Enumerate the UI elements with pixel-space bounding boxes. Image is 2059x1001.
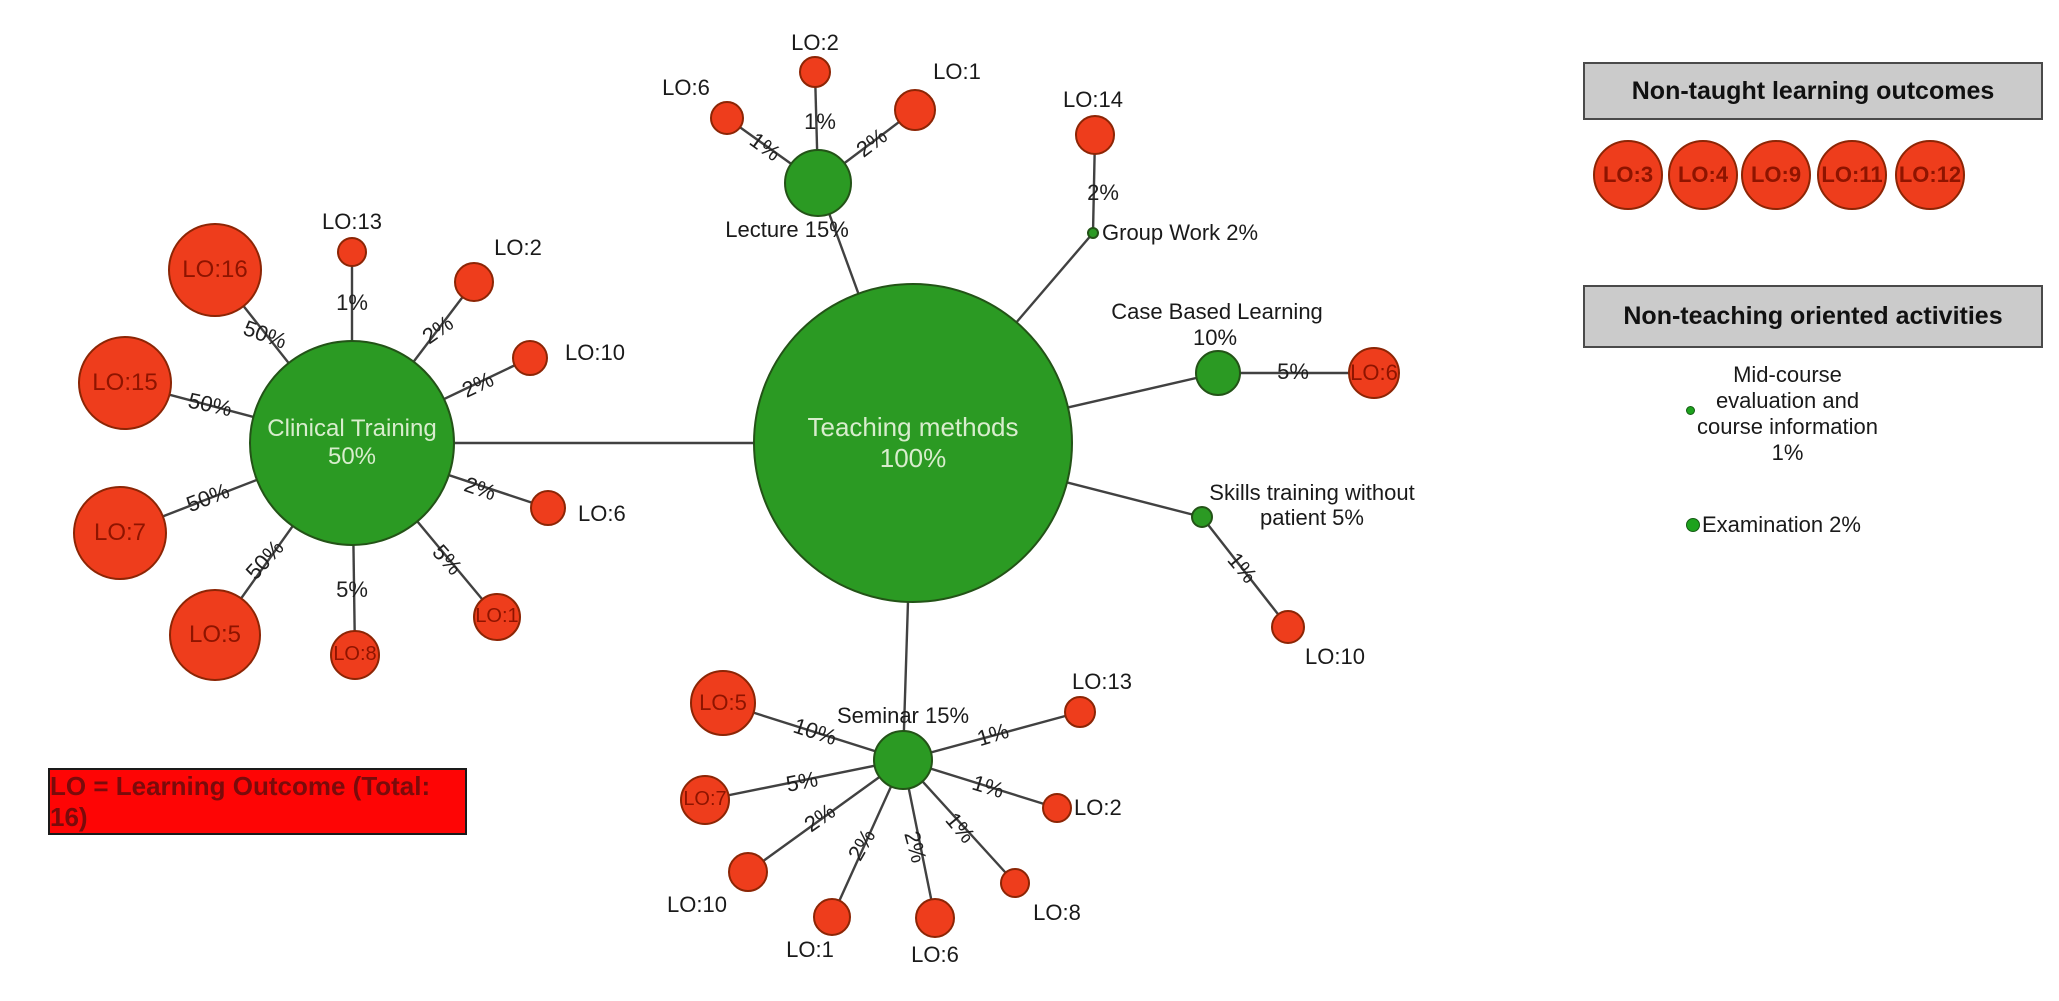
node-teaching: Teaching methods 100% — [753, 283, 1073, 603]
node-label-lo-2: LO:2 — [494, 235, 542, 260]
node-label-lo-6: LO:6 — [911, 942, 959, 967]
node-cli_lo7-text: LO:7 — [93, 518, 147, 546]
node-label-patient-5-: patient 5% — [1260, 505, 1364, 530]
node-cli_lo8-text: LO:8 — [333, 643, 377, 666]
node-sem_lo7-text: LO:7 — [683, 788, 727, 811]
edge-seminar-sem_lo10 — [747, 759, 904, 873]
node-skills — [1191, 506, 1213, 528]
edge-weight-groupwork-gw_lo14: 2% — [1087, 180, 1119, 205]
node-label-lo-6: LO:6 — [662, 75, 710, 100]
node-clinical: Clinical Training 50% — [249, 340, 455, 546]
node-seminar — [873, 730, 933, 790]
midcourse-line-2: evaluation and — [1715, 388, 1860, 413]
node-label-lo-1: LO:1 — [933, 59, 981, 84]
midcourse-dot — [1686, 406, 1695, 415]
node-lecture — [784, 149, 852, 217]
node-label-lo-2: LO:2 — [791, 30, 839, 55]
node-cbl_lo6: LO:6 — [1348, 347, 1400, 399]
node-sem_lo5: LO:5 — [690, 670, 756, 736]
node-label-lo-10: LO:10 — [667, 892, 727, 917]
edge-weight-cbl-cbl_lo6: 5% — [1277, 359, 1309, 384]
node-clinical-text: Clinical Training 50% — [267, 414, 437, 470]
node-sem_lo8 — [1000, 868, 1030, 898]
node-label-seminar-15-: Seminar 15% — [836, 703, 970, 728]
node-label-lo-8: LO:8 — [1033, 900, 1081, 925]
node-cbl — [1195, 350, 1241, 396]
midcourse-line-1: Mid-course — [1733, 362, 1842, 387]
node-cli_lo2 — [454, 262, 494, 302]
node-lec_lo6 — [710, 101, 744, 135]
node-sem_lo1 — [813, 898, 851, 936]
node-label-lo-10: LO:10 — [565, 340, 625, 365]
node-cli_lo16: LO:16 — [168, 223, 262, 317]
edge-weight-lecture-lec_lo2: 1% — [804, 109, 836, 134]
node-label-lo-6: LO:6 — [578, 501, 626, 526]
node-cli_lo16-text: LO:16 — [182, 255, 248, 283]
node-label-lo-2: LO:2 — [1074, 795, 1122, 820]
legend-header-non-teaching: Non-teaching oriented activities — [1583, 285, 2043, 348]
edge-seminar-sem_lo13 — [902, 710, 1081, 762]
node-lec_lo2 — [799, 56, 831, 88]
node-label-lo-10: LO:10 — [1305, 644, 1365, 669]
edge-weight-clinical-cli_lo13: 1% — [336, 290, 368, 315]
node-cli_lo5-text: LO:5 — [188, 620, 242, 648]
node-cli_lo15-text: LO:15 — [92, 368, 158, 396]
node-sem_lo13 — [1064, 696, 1096, 728]
node-cli_lo1: LO:1 — [473, 593, 521, 641]
node-sem_lo2 — [1042, 793, 1072, 823]
edge-skills-skl_lo10 — [1201, 516, 1289, 628]
edge-weight-clinical-cli_lo8: 5% — [336, 577, 368, 602]
node-cli_lo5: LO:5 — [169, 589, 261, 681]
legend-outcome-lo12: LO:12 — [1895, 140, 1965, 210]
node-label-10-: 10% — [1192, 325, 1238, 350]
legend-outcome-lo4: LO:4 — [1668, 140, 1738, 210]
node-sem_lo6 — [915, 898, 955, 938]
node-label-skills-training-without: Skills training without — [1209, 480, 1415, 505]
node-lec_lo1 — [894, 89, 936, 131]
legend-header-non-taught: Non-taught learning outcomes — [1583, 62, 2043, 120]
note-box: LO = Learning Outcome (Total: 16) — [48, 768, 467, 835]
node-label-group-work-2-: Group Work 2% — [1102, 220, 1259, 245]
node-label-lo-14: LO:14 — [1063, 87, 1123, 112]
node-gw_lo14 — [1075, 115, 1115, 155]
legend-outcome-lo11: LO:11 — [1817, 140, 1887, 210]
edge-seminar-sem_lo7 — [704, 758, 904, 802]
examination-label: Examination 2% — [1702, 512, 1861, 537]
node-cli_lo8: LO:8 — [330, 630, 380, 680]
node-label-lo-13: LO:13 — [1072, 669, 1132, 694]
node-groupwork — [1087, 227, 1099, 239]
midcourse-line-3: course information — [1697, 414, 1878, 439]
midcourse-line-4: 1% — [1771, 440, 1804, 465]
node-sem_lo7: LO:7 — [680, 775, 730, 825]
node-cli_lo1-text: LO:1 — [475, 605, 519, 628]
examination-dot — [1686, 518, 1700, 532]
node-teaching-text: 100% — [879, 443, 947, 473]
node-label-case-based-learning: Case Based Learning — [1111, 299, 1323, 324]
node-label-lo-13: LO:13 — [322, 209, 382, 234]
node-cli_lo15: LO:15 — [78, 336, 172, 430]
node-cli_lo7: LO:7 — [73, 486, 167, 580]
node-label-lecture-15-: Lecture 15% — [725, 217, 849, 242]
node-cli_lo6 — [530, 490, 566, 526]
node-sem_lo10 — [728, 852, 768, 892]
node-cli_lo10 — [512, 340, 548, 376]
node-sem_lo5-text: LO:5 — [699, 690, 747, 716]
node-cbl_lo6-text: LO:6 — [1350, 360, 1398, 386]
midcourse-label: Mid-course evaluation and course informa… — [1655, 362, 1920, 466]
node-skl_lo10 — [1271, 610, 1305, 644]
legend-outcome-lo9: LO:9 — [1741, 140, 1811, 210]
node-label-lo-1: LO:1 — [786, 937, 834, 962]
node-teaching-text: Teaching methods — [807, 412, 1019, 443]
node-cli_lo13 — [337, 237, 367, 267]
legend-outcome-lo3: LO:3 — [1593, 140, 1663, 210]
